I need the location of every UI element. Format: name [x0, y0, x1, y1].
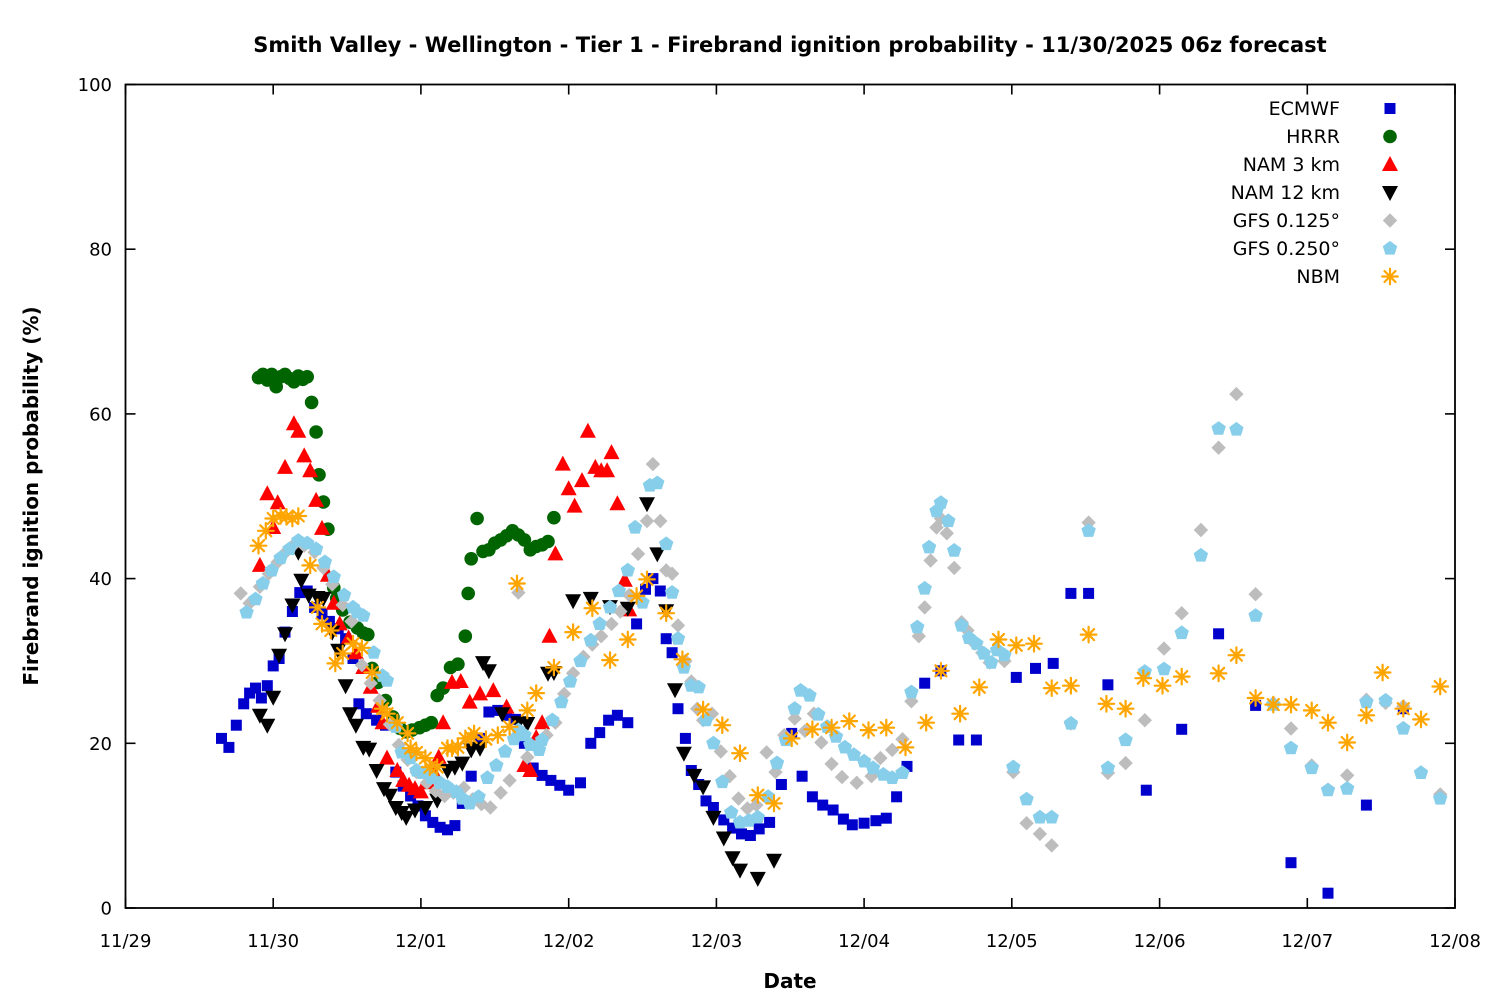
x-tick-label: 12/01	[395, 931, 447, 952]
y-tick-label: 40	[89, 569, 112, 590]
legend-markers	[1381, 103, 1399, 286]
axis-ticks: 11/29 11/30 12/01 12/02 12/03 12/04 12/05 12/06…	[78, 75, 1481, 952]
x-tick-label: 12/05	[986, 931, 1038, 952]
y-tick-label: 0	[101, 899, 112, 920]
y-tick-label: 60	[89, 404, 112, 425]
legend-item-nam-12km: NAM 12 km	[1231, 182, 1340, 204]
svg-text:NBM: NBM	[1296, 266, 1340, 288]
x-tick-label: 12/03	[690, 931, 742, 952]
legend-item-hrrr: HRRR	[1286, 126, 1340, 148]
plot-frame	[124, 83, 1456, 909]
legend: ECMWF HRRR NAM 3 km NAM 12 km GFS 0.125°…	[1231, 98, 1399, 288]
svg-text:HRRR: HRRR	[1286, 126, 1340, 148]
svg-text:NAM 12 km: NAM 12 km	[1231, 182, 1340, 204]
y-tick-label: 100	[78, 75, 112, 96]
legend-item-ecmwf: ECMWF	[1269, 98, 1340, 120]
x-tick-label: 12/06	[1134, 931, 1186, 952]
x-tick-label: 12/02	[543, 931, 595, 952]
x-tick-label: 11/30	[247, 931, 299, 952]
chart-title: Smith Valley - Wellington - Tier 1 - Fir…	[253, 33, 1326, 57]
legend-item-nbm: NBM	[1296, 266, 1340, 288]
x-tick-label: 12/04	[838, 931, 890, 952]
series-nbm	[249, 507, 1450, 813]
svg-text:ECMWF: ECMWF	[1269, 98, 1340, 120]
legend-item-gfs-0125: GFS 0.125°	[1233, 210, 1340, 232]
svg-text:GFS 0.125°: GFS 0.125°	[1233, 210, 1340, 232]
legend-item-nam-3km: NAM 3 km	[1243, 154, 1340, 176]
y-tick-label: 80	[89, 240, 112, 261]
legend-item-gfs-0250: GFS 0.250°	[1233, 238, 1340, 260]
series-gfs-0-250-	[239, 421, 1448, 829]
x-tick-label: 12/08	[1429, 931, 1481, 952]
x-tick-label: 12/07	[1281, 931, 1333, 952]
x-axis-label: Date	[763, 969, 816, 993]
y-axis-label: Firebrand ignition probability (%)	[19, 306, 43, 685]
y-tick-label: 20	[89, 734, 112, 755]
svg-text:GFS 0.250°: GFS 0.250°	[1233, 238, 1340, 260]
svg-text:NAM 3 km: NAM 3 km	[1243, 154, 1340, 176]
data-points-layer	[216, 367, 1450, 899]
x-tick-label: 11/29	[100, 931, 152, 952]
